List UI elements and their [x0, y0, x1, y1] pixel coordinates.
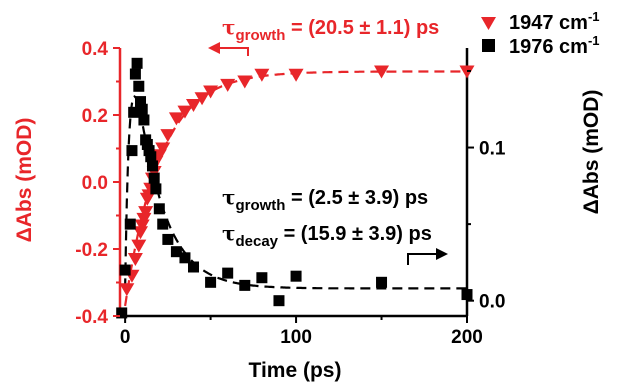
legend-label-1976-sup: -1 — [588, 33, 600, 48]
annotation-black-growth-value: = (2.5 ± 3.9) ps — [285, 187, 428, 209]
y-left-tick-label-3: 0.2 — [82, 106, 108, 127]
legend-marker-1947 — [481, 17, 496, 30]
arrow-to-left-axis — [218, 47, 249, 56]
marker-1976-28 — [273, 295, 285, 307]
arrow-to-left-axis-head — [208, 42, 220, 54]
marker-1976-21 — [170, 246, 182, 258]
marker-1976-18 — [153, 203, 165, 215]
marker-1947-23 — [237, 75, 253, 89]
legend: 1947 cm-1 1976 cm-1 — [481, 9, 600, 58]
annotation-black-decay-sub: decay — [235, 233, 278, 250]
legend-label-1976-main: 1976 cm — [509, 36, 588, 58]
x-tick-label-2: 200 — [451, 327, 483, 348]
marker-1947-25 — [288, 68, 304, 82]
annotation-red-sub: growth — [235, 27, 285, 44]
marker-1947-3 — [131, 239, 147, 253]
marker-1976-12 — [141, 138, 153, 150]
legend-label-1947-sup: -1 — [588, 9, 600, 24]
y-right-tick-label-0: 0.0 — [479, 292, 505, 313]
marker-1947-4 — [133, 226, 149, 240]
annotation-red-growth: τgrowth = (20.5 ± 1.1) ps — [222, 15, 439, 44]
y-right-tick-label-1: 0.1 — [479, 139, 506, 160]
annotation-black-growth-tau: τ — [222, 185, 235, 209]
marker-1976-8 — [135, 96, 147, 108]
legend-marker-1976 — [482, 39, 495, 52]
marker-1976-15 — [146, 160, 158, 172]
y-axis-left-title: ΔAbs (mOD) — [13, 118, 36, 243]
marker-1947-7 — [138, 206, 154, 220]
marker-1976-13 — [143, 145, 155, 157]
annotation-black-decay: τdecay = (15.9 ± 3.9) ps — [222, 221, 432, 250]
marker-1947-26 — [374, 65, 390, 79]
marker-1976-10 — [138, 114, 150, 126]
marker-1947-21 — [203, 85, 219, 99]
marker-1976-27 — [256, 272, 268, 284]
marker-1976-30 — [376, 276, 388, 288]
annotation-black-growth-sub: growth — [235, 197, 285, 214]
marker-1976-7 — [133, 80, 145, 92]
marker-1976-25 — [222, 267, 234, 279]
marker-1976-9 — [136, 103, 148, 115]
marker-1976-16 — [148, 172, 160, 184]
marker-1947-2 — [127, 253, 143, 267]
marker-1976-6 — [131, 57, 143, 69]
marker-1976-0 — [116, 307, 128, 319]
y-left-tick-label-0: -0.4 — [75, 307, 108, 328]
marker-1976-31 — [461, 289, 473, 301]
marker-1976-26 — [239, 279, 251, 291]
marker-1947-5 — [134, 219, 150, 233]
y-left-tick-label-4: 0.4 — [82, 39, 109, 60]
legend-label-1947: 1947 cm-1 — [509, 9, 600, 34]
marker-1947-16 — [160, 129, 176, 143]
x-axis-title: Time (ps) — [249, 359, 342, 382]
annotation-red-value: = (20.5 ± 1.1) ps — [285, 17, 439, 39]
ticks: 0 100 200 -0.4 -0.2 0.0 0.2 0.4 0.0 0.1 — [75, 39, 506, 348]
marker-1947-15 — [155, 142, 171, 156]
marker-1976-14 — [145, 151, 157, 163]
marker-1976-3 — [126, 145, 138, 157]
y-left-tick-label-1: -0.2 — [75, 240, 108, 261]
marker-1947-17 — [168, 112, 184, 126]
marker-1976-29 — [290, 270, 302, 282]
marker-1976-19 — [157, 218, 169, 230]
x-tick-label-1: 100 — [280, 327, 312, 348]
marker-1976-5 — [129, 68, 141, 80]
marker-1947-18 — [177, 105, 193, 119]
marker-1976-1 — [119, 264, 131, 276]
arrow-to-right-axis — [407, 253, 436, 265]
marker-1976-24 — [205, 276, 217, 288]
y-left-tick-label-2: 0.0 — [82, 173, 108, 194]
marker-1947-0 — [119, 283, 135, 297]
annotation-red-tau: τ — [222, 15, 235, 39]
annotation-black-decay-tau: τ — [222, 221, 235, 245]
marker-1947-6 — [136, 212, 152, 226]
marker-1947-24 — [254, 68, 270, 82]
marker-1947-20 — [194, 92, 210, 106]
marker-1976-17 — [150, 183, 162, 195]
marker-1976-4 — [128, 106, 140, 118]
marker-1976-20 — [162, 233, 174, 245]
legend-label-1947-main: 1947 cm — [509, 12, 588, 34]
marker-1947-22 — [220, 78, 236, 92]
annotation-black-decay-value: = (15.9 ± 3.9) ps — [278, 223, 432, 245]
y-axis-right-title: ΔAbs (mOD) — [580, 90, 603, 215]
data-markers — [116, 57, 475, 319]
arrow-to-right-axis-head — [436, 248, 448, 260]
marker-1947-19 — [186, 98, 202, 112]
legend-label-1976: 1976 cm-1 — [509, 33, 600, 58]
fit-curve-1 — [124, 95, 467, 290]
marker-1976-2 — [124, 218, 136, 230]
x-tick-label-0: 0 — [120, 327, 131, 348]
marker-1976-22 — [179, 252, 191, 264]
annotation-black-growth: τgrowth = (2.5 ± 3.9) ps — [222, 185, 428, 214]
marker-1976-23 — [188, 261, 200, 273]
